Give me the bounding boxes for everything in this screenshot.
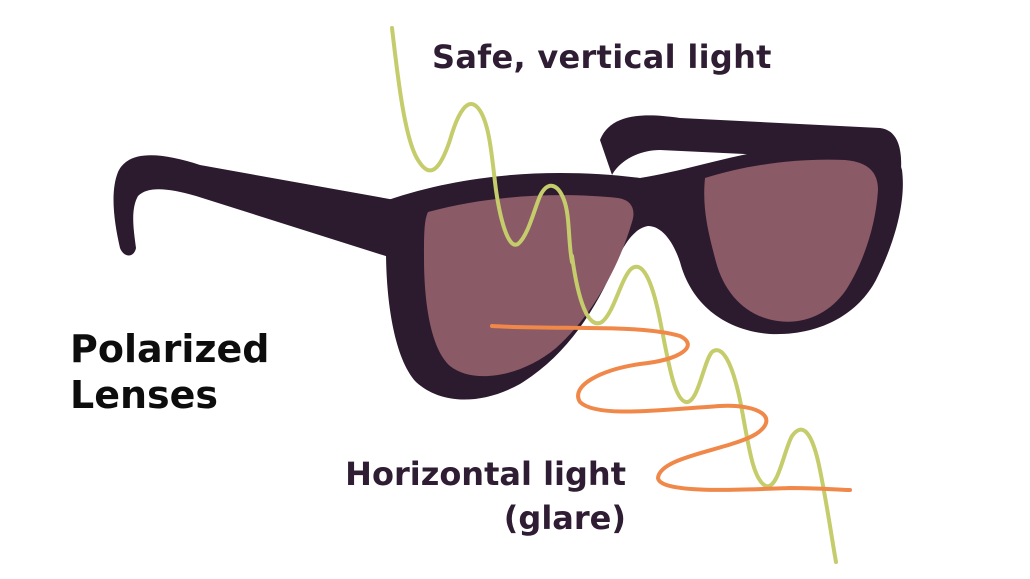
vertical-light-text: Safe, vertical light [432,38,772,76]
glare-text: (glare) [503,499,626,537]
right-temple-arm [600,115,902,186]
horizontal-light-wave [490,324,852,492]
title-line-2: Lenses [70,373,219,417]
left-temple-arm [113,155,396,258]
diagram-title: Polarized Lenses [70,326,269,418]
vertical-light-label: Safe, vertical light [432,38,772,76]
horizontal-light-label: Horizontal light (glare) [345,452,626,540]
vertical-light-wave-bottom [570,254,838,564]
right-lens [704,159,878,322]
vertical-light-wave-top [390,26,574,264]
left-lens [424,195,634,377]
horizontal-light-text: Horizontal light [345,455,626,493]
title-line-1: Polarized [70,327,270,371]
